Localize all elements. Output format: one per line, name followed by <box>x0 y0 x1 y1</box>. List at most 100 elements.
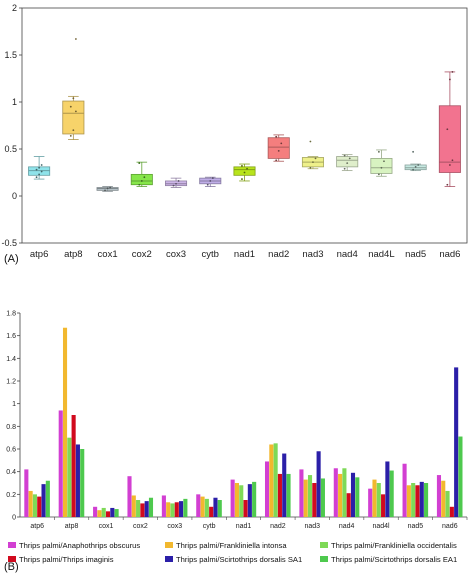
bar <box>67 437 72 517</box>
box-nad1 <box>233 166 256 176</box>
bar <box>436 475 442 517</box>
bar <box>320 478 325 517</box>
data-point <box>451 159 454 162</box>
box-atp8 <box>62 100 85 135</box>
data-point <box>377 150 380 153</box>
x-tick-label: nad5 <box>405 249 426 260</box>
bar <box>316 451 321 517</box>
data-point <box>74 110 77 113</box>
bar <box>243 500 248 517</box>
bar <box>179 501 184 517</box>
data-point <box>451 71 454 73</box>
data-point <box>309 166 312 169</box>
bar <box>217 500 222 517</box>
data-point <box>275 159 278 162</box>
data-point <box>343 154 346 157</box>
bar <box>277 473 282 517</box>
bar <box>127 476 132 517</box>
data-point <box>312 161 314 164</box>
box-nad6 <box>438 105 461 173</box>
x-tick-label: cytb <box>203 523 216 530</box>
legend-swatch <box>8 542 16 548</box>
data-point <box>275 135 278 138</box>
y-tick-label: 1 <box>12 97 17 107</box>
x-tick-label: cox3 <box>167 523 182 530</box>
x-tick-label: cox2 <box>133 523 148 530</box>
x-tick-label: nad1 <box>234 249 255 260</box>
data-point <box>314 157 317 160</box>
bar <box>282 453 287 517</box>
data-point <box>448 164 451 166</box>
x-tick-label: cox3 <box>166 249 186 260</box>
y-tick-label: 0.2 <box>6 492 16 499</box>
bar <box>303 479 308 517</box>
bar <box>230 479 235 517</box>
bar <box>342 468 347 517</box>
data-point <box>109 186 112 189</box>
data-point <box>448 78 451 81</box>
legend-swatch <box>8 556 16 562</box>
bar <box>209 506 214 517</box>
legend-label: Thrips palmi/Anaphothrips obscurus <box>19 541 140 550</box>
y-tick-label: 1.8 <box>6 311 16 318</box>
bar <box>183 498 188 517</box>
bar <box>174 502 179 517</box>
data-point <box>38 173 41 176</box>
bar <box>424 483 429 517</box>
bar <box>24 469 29 517</box>
data-point <box>72 129 75 132</box>
data-point <box>348 157 351 160</box>
data-point <box>104 189 106 192</box>
legend-label: Thrips palmi/Frankliniella occidentalis <box>331 541 457 550</box>
bar <box>136 500 141 517</box>
bar <box>333 468 338 517</box>
bar <box>234 483 240 517</box>
data-point <box>35 168 38 171</box>
bar <box>114 509 119 517</box>
y-tick-label: 0.6 <box>6 447 16 454</box>
bar <box>200 496 205 517</box>
data-point <box>35 176 38 179</box>
y-tick-label: 2 <box>12 3 17 13</box>
y-tick-label: -0.5 <box>1 238 17 248</box>
data-point <box>206 183 209 186</box>
data-point <box>140 180 143 182</box>
legend-label: Thrips palmi/Scirtothrips dorsalis EA1 <box>331 555 457 564</box>
data-point <box>277 149 280 152</box>
y-tick-label: 0.8 <box>6 424 16 431</box>
bar <box>213 497 218 517</box>
legend-label: Thrips palmi/Thrips imaginis <box>19 555 114 564</box>
bar <box>28 490 33 517</box>
bar <box>252 481 257 517</box>
bar-chart-legend: Thrips palmi/Anaphothrips obscurus Thrips… <box>8 541 457 564</box>
bar <box>166 502 171 517</box>
data-point <box>106 187 109 190</box>
data-point <box>380 166 383 169</box>
data-point <box>138 162 141 165</box>
bar <box>148 497 154 517</box>
bar <box>196 494 201 517</box>
x-tick-label: cytb <box>202 249 219 260</box>
legend-swatch <box>320 556 328 562</box>
box-nad4L <box>370 157 393 174</box>
x-tick-label: nad3 <box>304 523 320 530</box>
bar <box>58 410 63 517</box>
data-point <box>280 142 283 145</box>
data-point <box>246 167 248 170</box>
bar <box>389 470 394 517</box>
x-tick-label: atp8 <box>64 249 83 260</box>
y-tick-label: 1.4 <box>6 356 16 363</box>
data-point <box>74 38 77 40</box>
bar <box>32 494 37 517</box>
bar-chart: 0 0.2 0.4 0.6 0.8 1 1.2 1.4 1.6 1.8 atp6 atp8 cox1 co… <box>6 311 468 530</box>
bar <box>415 485 420 517</box>
bar <box>62 327 68 517</box>
legend-swatch <box>165 542 173 548</box>
box-nad2 <box>267 137 290 159</box>
plot-frame <box>21 7 468 244</box>
bar <box>273 443 278 517</box>
bar <box>338 473 343 517</box>
x-tick-label: nad1 <box>236 523 252 530</box>
bar <box>37 496 42 517</box>
bar <box>376 483 381 517</box>
